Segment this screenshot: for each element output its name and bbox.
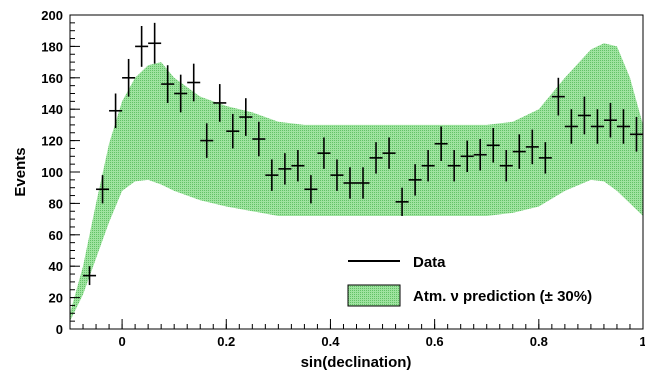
y-tick-label: 180 xyxy=(41,39,63,54)
axis-ticks-layer: 0 0.2 0.4 0.6 0.8 1 0 20 40 60 80 100 120 140 160 180 20… xyxy=(41,8,645,349)
y-axis-label: Events xyxy=(12,147,29,196)
data-point xyxy=(96,175,110,204)
x-tick-label: 1 xyxy=(639,334,645,349)
data-point xyxy=(356,167,370,199)
y-tick-label: 60 xyxy=(49,228,63,243)
data-point xyxy=(564,109,578,144)
y-tick-label: 20 xyxy=(49,291,63,306)
x-tick-label: 0.2 xyxy=(217,334,235,349)
data-point xyxy=(109,93,123,129)
y-tick-label: 200 xyxy=(41,8,63,23)
y-tick-label: 40 xyxy=(49,259,63,274)
data-point xyxy=(408,164,422,196)
y-tick-label: 80 xyxy=(49,196,63,211)
data-point xyxy=(551,77,565,116)
legend-band-swatch xyxy=(347,284,401,307)
data-point xyxy=(135,25,149,67)
data-point xyxy=(460,140,474,172)
data-point xyxy=(317,137,331,169)
data-point xyxy=(304,175,318,204)
data-point xyxy=(486,128,500,163)
data-point xyxy=(148,22,162,64)
data-point xyxy=(525,129,539,165)
data-point xyxy=(252,121,266,157)
data-point xyxy=(174,74,188,113)
data-point xyxy=(616,109,630,144)
y-tick-label: 0 xyxy=(56,322,63,337)
legend-data-label: Data xyxy=(413,254,446,271)
data-point xyxy=(382,137,396,169)
data-point xyxy=(538,142,552,174)
data-point xyxy=(499,150,513,182)
x-axis-label: sin(declination) xyxy=(301,354,412,371)
data-point xyxy=(590,109,604,144)
y-tick-label: 120 xyxy=(41,134,63,149)
data-point xyxy=(603,102,617,138)
legend: Data Atm. ν prediction (± 30%) xyxy=(347,254,592,307)
data-point xyxy=(330,159,344,191)
x-tick-label: 0.4 xyxy=(321,334,340,349)
data-point xyxy=(200,123,214,158)
data-point xyxy=(265,159,279,191)
data-point xyxy=(278,153,292,185)
x-tick-label: 0 xyxy=(118,334,125,349)
data-point xyxy=(577,96,591,135)
data-point xyxy=(226,113,240,149)
data-point xyxy=(161,65,175,103)
data-point xyxy=(395,187,409,216)
data-point xyxy=(343,167,357,199)
x-tick-label: 0.6 xyxy=(426,334,444,349)
data-point xyxy=(369,142,383,174)
data-point xyxy=(421,150,435,182)
legend-band-label: Atm. ν prediction (± 30%) xyxy=(413,288,592,305)
y-tick-label: 140 xyxy=(41,102,63,117)
data-point xyxy=(83,266,97,286)
data-point xyxy=(122,58,136,97)
data-point xyxy=(434,126,448,162)
data-point xyxy=(239,98,253,136)
data-points-layer xyxy=(83,22,643,286)
data-point xyxy=(473,139,487,171)
data-point xyxy=(512,134,526,169)
data-point xyxy=(213,84,227,122)
data-point xyxy=(291,150,305,182)
y-tick-label: 160 xyxy=(41,71,63,86)
data-point xyxy=(629,117,643,152)
x-tick-label: 0.8 xyxy=(530,334,548,349)
data-point xyxy=(447,150,461,182)
data-point xyxy=(187,63,201,102)
y-tick-label: 100 xyxy=(41,165,63,180)
